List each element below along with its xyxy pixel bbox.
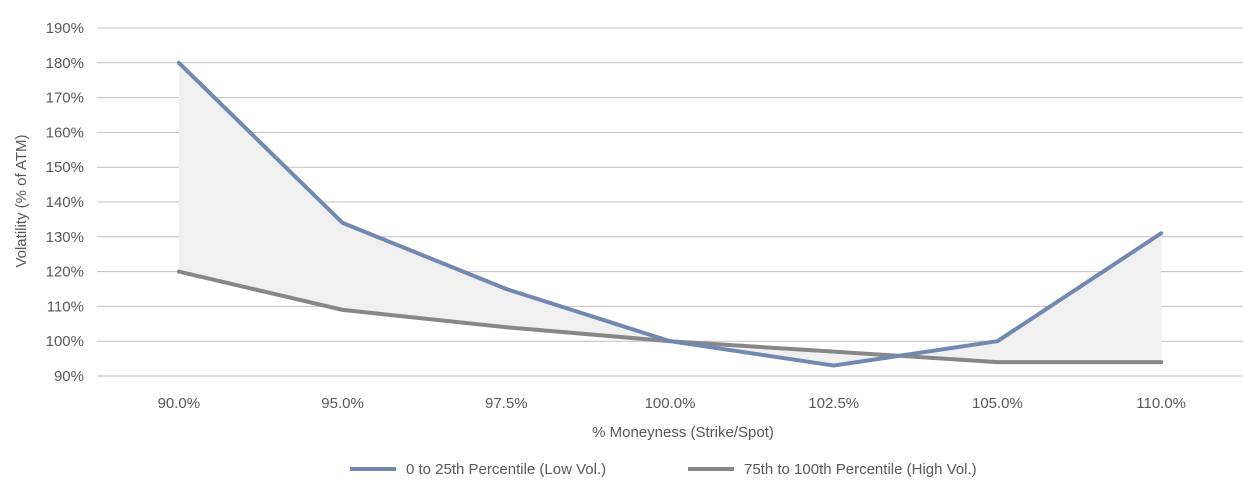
x-tick-label: 95.0% xyxy=(321,395,364,412)
y-tick-label: 190% xyxy=(46,20,84,37)
shaded-band xyxy=(178,62,1162,366)
x-tick-label: 97.5% xyxy=(485,395,528,412)
series-line-low-vol xyxy=(176,60,1164,368)
y-tick-label: 90% xyxy=(54,368,84,385)
legend: 0 to 25th Percentile (Low Vol.) 75th to 1… xyxy=(350,461,977,478)
legend-item-low-vol-label: 0 to 25th Percentile (Low Vol.) xyxy=(406,461,606,478)
y-tick-label: 160% xyxy=(46,124,84,141)
y-tick-label: 120% xyxy=(46,264,84,281)
y-axis-title: Volatility (% of ATM) xyxy=(13,134,30,267)
y-tick-label: 140% xyxy=(46,194,84,211)
y-tick-label: 100% xyxy=(46,333,84,350)
y-tick-label: 110% xyxy=(47,298,84,315)
series-lines xyxy=(176,60,1164,368)
x-tick-label: 102.5% xyxy=(808,395,859,412)
shaded-area xyxy=(178,62,1162,366)
legend-item-high-vol-label: 75th to 100th Percentile (High Vol.) xyxy=(744,461,977,478)
y-tick-label: 150% xyxy=(46,159,84,176)
y-tick-label: 180% xyxy=(46,55,84,72)
x-tick-label: 100.0% xyxy=(645,395,696,412)
x-tick-label: 110.0% xyxy=(1136,395,1186,412)
y-axis-ticks: 90% 100% 110% 120% 130% 140% 150% 160% 170% 180% 1… xyxy=(46,20,84,385)
x-axis-ticks: 90.0% 95.0% 97.5% 100.0% 102.5% 105.0% 110.0% xyxy=(158,395,1186,412)
x-tick-label: 90.0% xyxy=(158,395,201,412)
y-tick-label: 170% xyxy=(46,90,84,107)
x-axis-title: % Moneyness (Strike/Spot) xyxy=(592,424,774,441)
y-tick-label: 130% xyxy=(46,229,84,246)
x-tick-label: 105.0% xyxy=(972,395,1023,412)
